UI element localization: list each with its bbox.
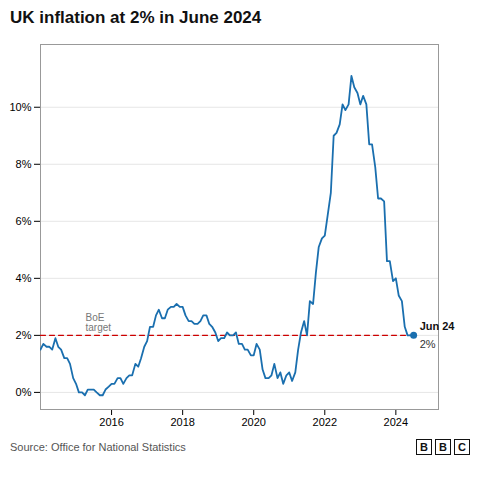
svg-text:2022: 2022 — [313, 416, 337, 428]
svg-text:0%: 0% — [16, 386, 32, 398]
html-text:B: B — [439, 441, 447, 453]
svg-text:Jun 24: Jun 24 — [420, 320, 456, 332]
html-text:C: C — [458, 441, 466, 453]
svg-text:2%: 2% — [420, 338, 436, 350]
svg-text:2016: 2016 — [99, 416, 123, 428]
svg-text:10%: 10% — [9, 101, 31, 113]
svg-text:2024: 2024 — [384, 416, 408, 428]
svg-text:2020: 2020 — [241, 416, 265, 428]
html-text:B: B — [420, 441, 428, 453]
html-text:Source: Office for National St: Source: Office for National Statistics — [10, 441, 186, 453]
svg-text:4%: 4% — [16, 272, 32, 284]
svg-text:BoEtarget: BoEtarget — [86, 312, 112, 333]
html-text:UK inflation at 2% in June 202: UK inflation at 2% in June 2024 — [10, 8, 262, 27]
svg-text:2018: 2018 — [170, 416, 194, 428]
svg-text:8%: 8% — [16, 158, 32, 170]
svg-text:6%: 6% — [16, 215, 32, 227]
svg-text:2%: 2% — [16, 329, 32, 341]
